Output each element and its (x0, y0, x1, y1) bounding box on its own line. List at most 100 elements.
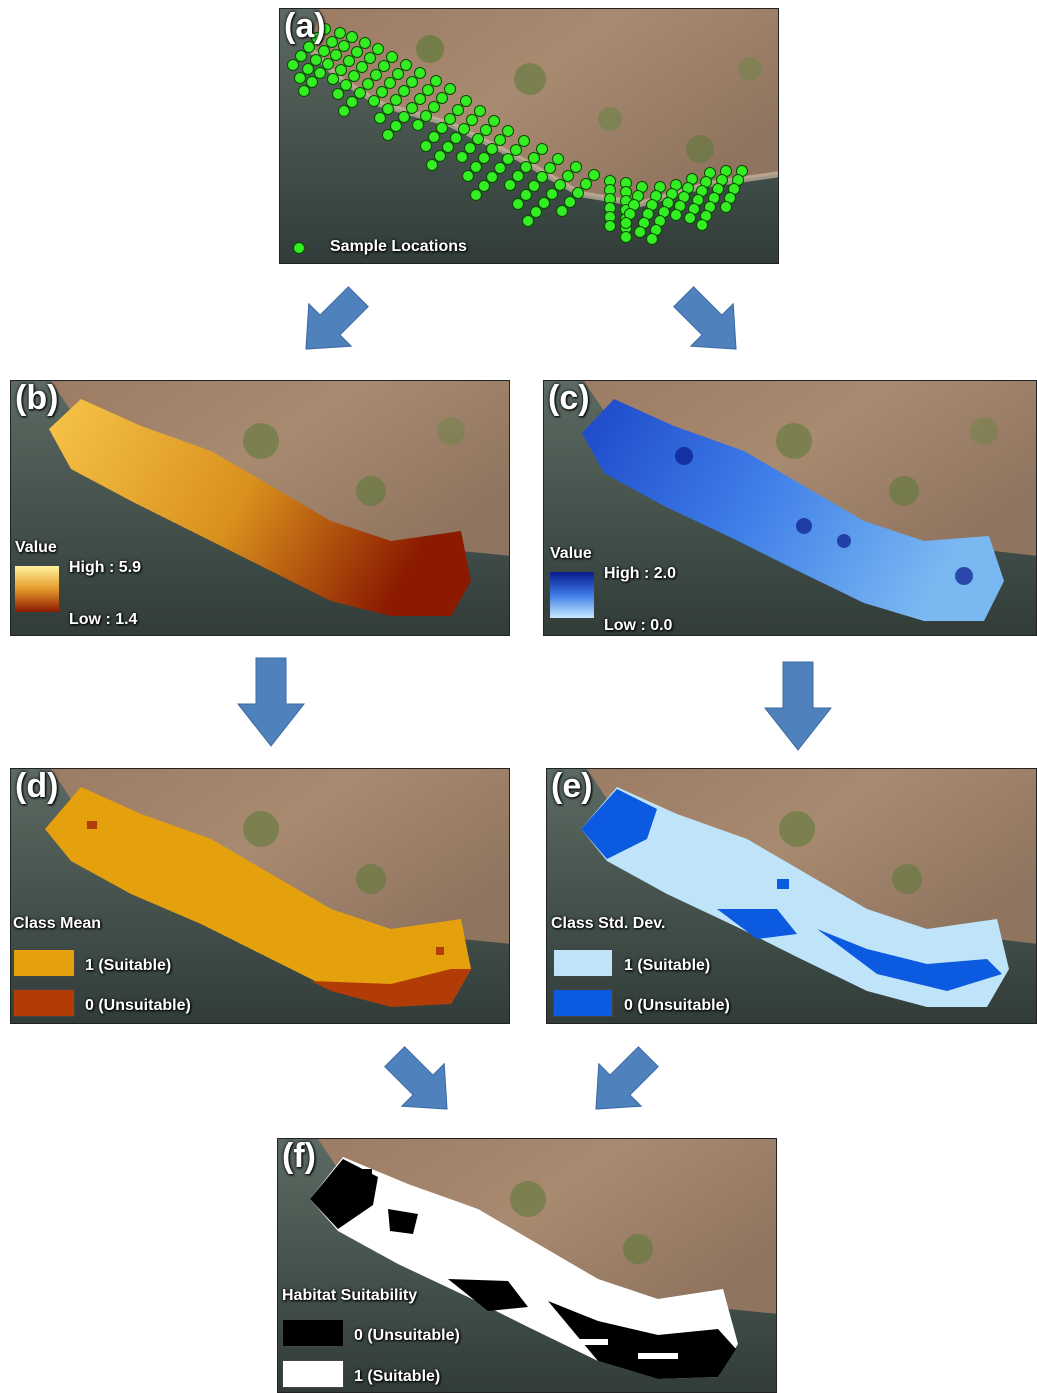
sample-point (338, 40, 350, 52)
sample-point (318, 45, 330, 57)
aerial-image (544, 381, 1036, 635)
sample-point (502, 125, 514, 137)
sample-point (434, 150, 446, 162)
arrow-c-to-e (763, 661, 833, 751)
sample-point (386, 51, 398, 63)
sample-point (406, 76, 418, 88)
panel-a-sample-locations: (a) Sample Locations (279, 8, 779, 264)
sample-point (570, 161, 582, 173)
sample-point (536, 171, 548, 183)
legend-swatch-unsuitable (553, 989, 613, 1017)
sample-point (572, 187, 584, 199)
sample-point (696, 219, 708, 231)
sample-point (332, 88, 344, 100)
legend-swatch-unsuitable (13, 989, 75, 1017)
sample-point (340, 79, 352, 91)
legend-swatch-suitable (282, 1360, 344, 1388)
legend-gradient-bar (15, 566, 59, 612)
panel-d-class-mean: (d) Class Mean 1 (Suitable) 0 (Unsuitabl… (10, 768, 510, 1024)
legend-gradient-bar (550, 572, 594, 618)
sample-point (544, 162, 556, 174)
sample-point (512, 198, 524, 210)
sample-point (354, 87, 366, 99)
arrow-b-to-d (236, 657, 306, 747)
sample-point (335, 64, 347, 76)
sample-point (374, 112, 386, 124)
sample-point (390, 120, 402, 132)
legend-title: Class Mean (13, 915, 102, 932)
sample-point (326, 36, 338, 48)
sample-point (538, 197, 550, 209)
sample-point-legend-icon (293, 242, 305, 254)
sample-point (720, 201, 732, 213)
mean-raster (49, 399, 471, 616)
sample-point (295, 50, 307, 62)
legend-swatch-suitable (13, 949, 75, 977)
legend-high: High : 2.0 (604, 565, 677, 582)
sample-point (494, 162, 506, 174)
legend-sample-locations: Sample Locations (330, 238, 467, 255)
legend-low: Low : 0.0 (604, 617, 673, 634)
sample-point (311, 32, 323, 44)
sample-point (356, 61, 368, 73)
panel-label: (f) (282, 1138, 316, 1175)
sample-point (528, 180, 540, 192)
sample-point (370, 69, 382, 81)
sample-point (420, 140, 432, 152)
sample-point (382, 103, 394, 115)
sample-point (426, 159, 438, 171)
sample-point (412, 119, 424, 131)
sample-point (458, 123, 470, 135)
sample-point (620, 217, 632, 229)
sample-point (456, 151, 468, 163)
class-mean-suitable-area (45, 787, 471, 1004)
sample-point (392, 68, 404, 80)
sample-point (422, 84, 434, 96)
sample-point (334, 27, 346, 39)
sample-point (504, 179, 516, 191)
sample-point (450, 132, 462, 144)
sample-point (604, 220, 616, 232)
sample-point (302, 63, 314, 75)
sample-point (346, 31, 358, 43)
sample-point (472, 133, 484, 145)
sample-point (414, 67, 426, 79)
panel-label: (b) (15, 380, 59, 417)
legend-title: Value (15, 539, 57, 556)
aerial-image (278, 1139, 776, 1392)
sample-point (474, 105, 486, 117)
sample-point (303, 41, 315, 53)
sample-point (564, 196, 576, 208)
sample-point (502, 153, 514, 165)
sample-point (684, 212, 696, 224)
panel-label: (c) (548, 380, 590, 417)
sample-point (428, 131, 440, 143)
sample-point (430, 75, 442, 87)
sample-point (530, 206, 542, 218)
sample-point (372, 43, 384, 55)
panel-f-habitat-suitability: (f) Habitat Suitability 0 (Unsuitable) 1… (277, 1138, 777, 1393)
sample-point (287, 59, 299, 71)
panel-label: (d) (15, 768, 59, 805)
sample-point (436, 122, 448, 134)
sample-point (464, 142, 476, 154)
sample-point (620, 231, 632, 243)
sample-point (460, 95, 472, 107)
sample-point (480, 124, 492, 136)
sample-point (382, 129, 394, 141)
legend-unsuitable: 0 (Unsuitable) (85, 997, 191, 1014)
sample-point (488, 115, 500, 127)
sample-point (398, 111, 410, 123)
sample-point (436, 92, 448, 104)
sample-point (322, 58, 334, 70)
aerial-image (547, 769, 1036, 1023)
sample-point (512, 170, 524, 182)
class-sd-unsuitable-area (817, 929, 1002, 991)
sample-point (466, 114, 478, 126)
legend-title: Value (550, 545, 592, 562)
sample-point (580, 178, 592, 190)
legend-unsuitable: 0 (Unsuitable) (624, 997, 730, 1014)
legend-suitable: 1 (Suitable) (624, 957, 711, 974)
sample-point (314, 67, 326, 79)
sample-point (670, 209, 682, 221)
